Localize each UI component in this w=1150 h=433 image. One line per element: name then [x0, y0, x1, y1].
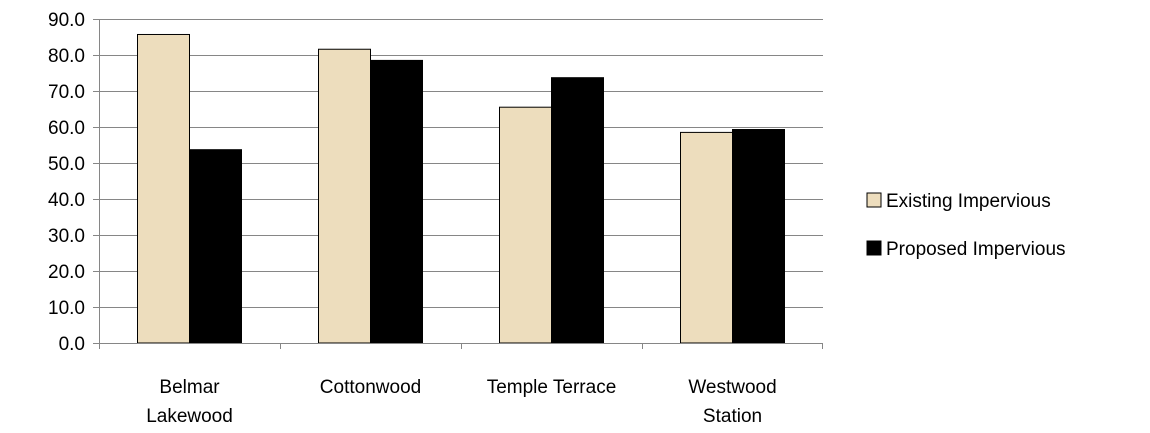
y-tick-label: 60.0: [48, 118, 85, 139]
bar-proposed-impervious-3: [732, 129, 785, 344]
x-tick-label-line: Westwood: [688, 377, 776, 398]
y-tick-label: 10.0: [48, 298, 85, 319]
x-tick-label-line: Belmar: [159, 377, 220, 398]
x-tick-label-line: Temple Terrace: [487, 377, 617, 398]
x-tick-label: Westwood Station: [688, 377, 776, 427]
axes: [93, 19, 823, 349]
y-tick-label: 0.0: [59, 334, 85, 355]
x-axis-tick-labels: Belmar Lakewood Cottonwood Temple Terrace We…: [146, 377, 776, 427]
y-tick-label: 40.0: [48, 190, 85, 211]
bar-existing-impervious-0: [137, 33, 190, 344]
y-tick-label: 70.0: [48, 82, 85, 103]
bar-existing-impervious-2: [499, 106, 552, 344]
legend: Existing Impervious Proposed Impervious: [866, 191, 1066, 260]
x-tick-label-line: Station: [703, 406, 762, 427]
y-tick-label: 30.0: [48, 226, 85, 247]
y-tick-label: 20.0: [48, 262, 85, 283]
bar-existing-impervious-3: [680, 131, 733, 344]
bar-existing-impervious-1: [318, 48, 371, 344]
x-tick-label: Belmar Lakewood: [146, 377, 233, 427]
y-tick-label: 80.0: [48, 46, 85, 67]
y-tick-label: 90.0: [48, 10, 85, 31]
x-tick-label-line: Lakewood: [146, 406, 233, 427]
y-tick-label: 50.0: [48, 154, 85, 175]
bar-proposed-impervious-1: [370, 59, 423, 344]
bars: [137, 33, 785, 344]
legend-label: Proposed Impervious: [886, 239, 1066, 260]
bar-proposed-impervious-0: [189, 149, 242, 344]
x-tick-label-line: Cottonwood: [320, 377, 421, 398]
legend-label: Existing Impervious: [886, 191, 1051, 212]
x-tick-label: Cottonwood: [320, 377, 421, 398]
x-tick-label: Temple Terrace: [487, 377, 617, 398]
legend-swatch-proposed-impervious: [866, 240, 882, 256]
y-axis-tick-labels: 0.0 10.0 20.0 30.0 40.0 50.0 60.0 70.0 80.0 90.0: [48, 10, 85, 355]
legend-swatch-existing-impervious: [866, 192, 882, 208]
bar-proposed-impervious-2: [551, 77, 604, 344]
